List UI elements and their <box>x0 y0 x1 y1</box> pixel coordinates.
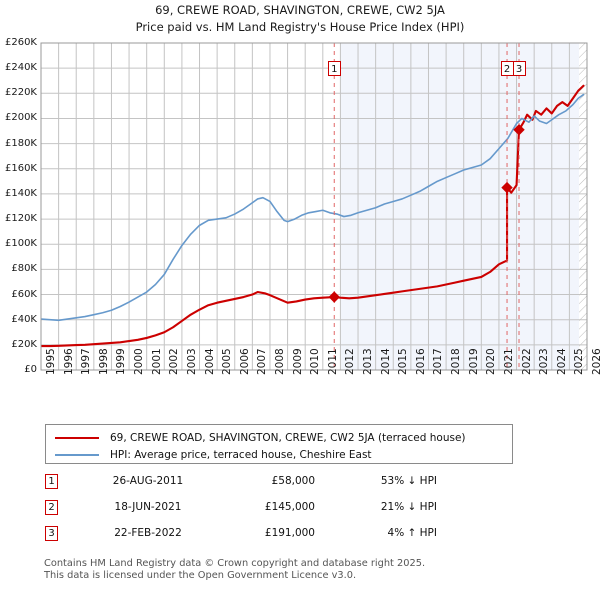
title-line-1: 69, CREWE ROAD, SHAVINGTON, CREWE, CW2 5… <box>155 3 445 17</box>
x-axis-tick: 2005 <box>221 348 234 375</box>
x-axis-tick: 2013 <box>362 348 375 375</box>
y-axis-tick: £20K <box>11 338 37 350</box>
x-axis-tick: 2025 <box>573 348 586 375</box>
series-lines <box>41 84 585 348</box>
y-axis-tick: £180K <box>4 137 37 149</box>
sale-hpi-delta: 21% ↓ HPI <box>380 501 437 513</box>
y-axis-tick: £40K <box>11 313 37 325</box>
y-axis-tick: £120K <box>4 213 37 225</box>
table-row: 1 26-AUG-2011 £58,000 53% ↓ HPI <box>45 471 515 497</box>
x-axis-tick: 2022 <box>520 348 533 375</box>
sale-marker-3[interactable]: 3 <box>512 61 526 76</box>
x-axis-tick: 2015 <box>397 348 410 375</box>
x-axis-tick: 2014 <box>379 348 392 375</box>
x-axis-tick: 2003 <box>185 348 198 375</box>
sale-point-markers[interactable] <box>328 124 525 303</box>
x-axis-tick: 2012 <box>344 348 357 375</box>
x-axis-tick: 2000 <box>133 348 146 375</box>
x-axis-tick: 2017 <box>432 348 445 375</box>
x-axis-tick: 2021 <box>502 348 515 375</box>
x-axis-tick: 1998 <box>97 348 110 375</box>
sale-date: 18-JUN-2021 <box>114 501 182 513</box>
y-axis-tick: £140K <box>4 187 37 199</box>
x-axis-tick: 2023 <box>538 348 551 375</box>
title-line-2: Price paid vs. HM Land Registry's House … <box>135 20 465 34</box>
y-axis-tick: £0 <box>24 364 37 375</box>
sale-marker-1[interactable]: 1 <box>327 61 341 76</box>
x-axis-tick: 2019 <box>467 348 480 375</box>
sale-price: £58,000 <box>271 475 315 487</box>
legend-item-hpi: HPI: Average price, terraced house, Ches… <box>46 446 372 464</box>
x-axis-tick: 2009 <box>291 348 304 375</box>
chart-legend: 69, CREWE ROAD, SHAVINGTON, CREWE, CW2 5… <box>45 424 513 464</box>
table-row: 3 22-FEB-2022 £191,000 4% ↑ HPI <box>45 523 515 549</box>
y-axis-tick: £160K <box>4 162 37 174</box>
y-axis-tick: £60K <box>11 288 37 300</box>
x-axis-tick: 2026 <box>591 348 600 375</box>
x-axis-tick: 2008 <box>273 348 286 375</box>
x-axis-tick: 2010 <box>309 348 322 375</box>
sale-index-badge: 1 <box>45 474 58 489</box>
x-axis-tick: 2024 <box>555 348 568 375</box>
x-axis-tick: 1997 <box>80 348 93 375</box>
plot-border <box>40 42 588 371</box>
legend-item-property: 69, CREWE ROAD, SHAVINGTON, CREWE, CW2 5… <box>46 429 466 447</box>
sale-event-lines <box>333 43 520 370</box>
footer-line-1: Contains HM Land Registry data © Crown c… <box>44 558 426 569</box>
footer-line-2: This data is licensed under the Open Gov… <box>44 570 357 581</box>
sale-date: 26-AUG-2011 <box>112 475 184 487</box>
x-axis-tick: 1996 <box>62 348 75 375</box>
sale-date: 22-FEB-2022 <box>114 527 182 539</box>
chart-canvas <box>40 42 588 371</box>
x-axis-tick: 2018 <box>450 348 463 375</box>
x-axis-tick: 2001 <box>150 348 163 375</box>
sale-hpi-delta: 53% ↓ HPI <box>380 475 437 487</box>
y-axis-tick: £200K <box>4 112 37 124</box>
x-axis-tick: 2011 <box>326 348 339 375</box>
legend-swatch-property <box>55 437 99 439</box>
legend-label-hpi: HPI: Average price, terraced house, Ches… <box>110 449 372 461</box>
sale-price: £191,000 <box>264 527 315 539</box>
legend-label-property: 69, CREWE ROAD, SHAVINGTON, CREWE, CW2 5… <box>110 432 466 444</box>
y-axis-tick: £220K <box>4 87 37 99</box>
y-axis-tick: £100K <box>4 238 37 250</box>
x-axis-tick: 1995 <box>45 348 57 375</box>
x-axis-tick: 2016 <box>414 348 427 375</box>
y-axis-tick: £260K <box>4 37 37 48</box>
table-row: 2 18-JUN-2021 £145,000 21% ↓ HPI <box>45 497 515 523</box>
sale-price: £145,000 <box>264 501 315 513</box>
sale-index-badge: 3 <box>45 526 58 541</box>
sale-index-badge: 2 <box>45 500 58 515</box>
y-axis-tick: £240K <box>4 62 37 74</box>
legend-swatch-hpi <box>55 454 99 456</box>
y-axis-tick: £80K <box>11 263 37 275</box>
x-axis-tick: 2020 <box>485 348 498 375</box>
x-axis-tick: 2006 <box>238 348 251 375</box>
x-axis-tick: 1999 <box>115 348 128 375</box>
sale-hpi-delta: 4% ↑ HPI <box>387 527 437 539</box>
sales-table: 1 26-AUG-2011 £58,000 53% ↓ HPI 2 18-JUN… <box>45 471 515 549</box>
attribution-footer: Contains HM Land Registry data © Crown c… <box>44 558 584 582</box>
price-history-chart: £0 £20K £40K £60K £80K £100K £120K £140K £160K £1… <box>4 37 600 375</box>
x-axis-tick: 2004 <box>203 348 216 375</box>
x-axis-tick: 2002 <box>168 348 181 375</box>
x-axis-tick: 2007 <box>256 348 269 375</box>
page-title: 69, CREWE ROAD, SHAVINGTON, CREWE, CW2 5… <box>0 2 600 36</box>
